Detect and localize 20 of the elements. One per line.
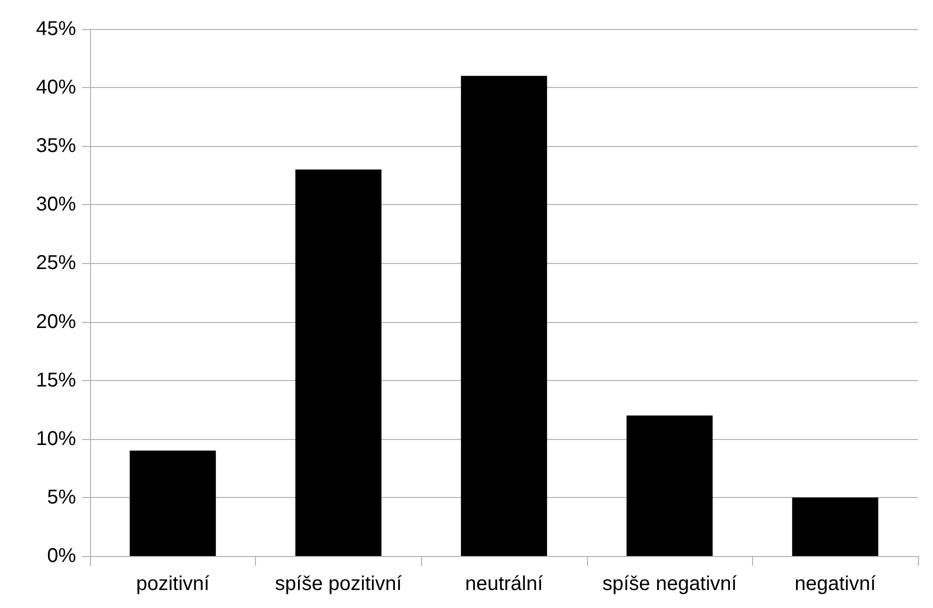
- y-tick-label: 0%: [47, 545, 76, 567]
- y-tick-label: 35%: [36, 135, 76, 158]
- y-tick-label: 30%: [36, 194, 76, 216]
- y-tick-label: 5%: [47, 486, 76, 508]
- x-tick-label: neutrální: [465, 573, 544, 595]
- bar: [295, 170, 382, 556]
- bar: [130, 450, 216, 556]
- x-tick-label: spíše negativní: [602, 573, 738, 595]
- x-tick-label: negativní: [794, 573, 876, 595]
- y-tick-label: 15%: [36, 369, 76, 392]
- bar: [792, 497, 878, 556]
- x-tick-label: spíše pozitivní: [275, 573, 402, 595]
- bar: [460, 76, 548, 556]
- y-tick-label: 10%: [36, 428, 76, 450]
- y-tick-label: 20%: [36, 310, 76, 333]
- y-tick-label: 45%: [36, 18, 76, 40]
- y-tick-label: 40%: [36, 76, 76, 99]
- x-tick-label: pozitivní: [136, 573, 210, 595]
- y-tick-label: 25%: [36, 252, 76, 274]
- bar: [626, 415, 713, 556]
